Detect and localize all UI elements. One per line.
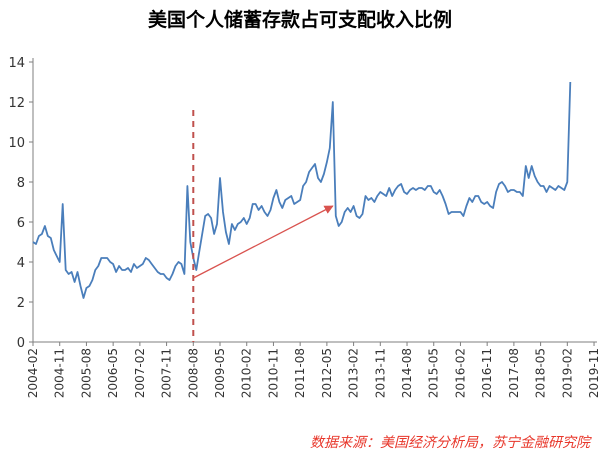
x-axis: 2004-02 2004-11 2005-08 2006-05 2007-02 2007-… — [26, 341, 600, 398]
trend-arrow — [192, 205, 334, 279]
y-tick-label: 12 — [8, 96, 25, 111]
x-tick-label: 2008-08 — [186, 348, 200, 398]
x-tick-label: 2010-11 — [266, 348, 280, 398]
series-layer — [32, 81, 572, 299]
x-tick-label: 2010-02 — [240, 348, 254, 398]
x-tick-label: 2013-11 — [373, 348, 387, 398]
x-tick-label: 2019-11 — [587, 348, 600, 398]
x-tick-label: 2007-11 — [160, 348, 174, 398]
chart-title: 美国个人储蓄存款占可支配收入比例 — [148, 8, 452, 31]
y-tick-label: 6 — [17, 216, 25, 231]
x-tick-label: 2015-05 — [427, 348, 441, 398]
source-note: 数据来源：美国经济分析局，苏宁金融研究院 — [310, 435, 592, 451]
y-tick-label: 10 — [8, 136, 25, 151]
x-tick-label: 2018-05 — [534, 348, 548, 398]
x-tick-label: 2004-02 — [26, 348, 40, 398]
x-tick-label: 2016-11 — [480, 348, 494, 398]
x-tick-label: 2016-02 — [453, 348, 467, 398]
y-tick-label: 0 — [17, 336, 25, 351]
x-tick-label: 2007-02 — [133, 348, 147, 398]
y-axis: 0 2 4 6 8 10 12 14 — [8, 56, 34, 351]
x-tick-label: 2005-08 — [79, 348, 93, 398]
y-tick-label: 14 — [8, 56, 25, 71]
x-tick-label: 2012-05 — [320, 348, 334, 398]
x-tick-label: 2006-05 — [106, 348, 120, 398]
y-tick-label: 8 — [17, 176, 25, 191]
x-tick-label: 2019-02 — [560, 348, 574, 398]
y-tick-label: 4 — [17, 256, 25, 271]
x-tick-label: 2011-08 — [293, 348, 307, 398]
x-tick-label: 2014-08 — [400, 348, 414, 398]
x-tick-label: 2013-02 — [347, 348, 361, 398]
x-tick-label: 2009-05 — [213, 348, 227, 398]
annotation-layer — [192, 110, 334, 342]
x-tick-label: 2004-11 — [53, 348, 67, 398]
y-tick-label: 2 — [17, 296, 25, 311]
series-line — [32, 81, 572, 299]
x-tick-label: 2017-08 — [507, 348, 521, 398]
